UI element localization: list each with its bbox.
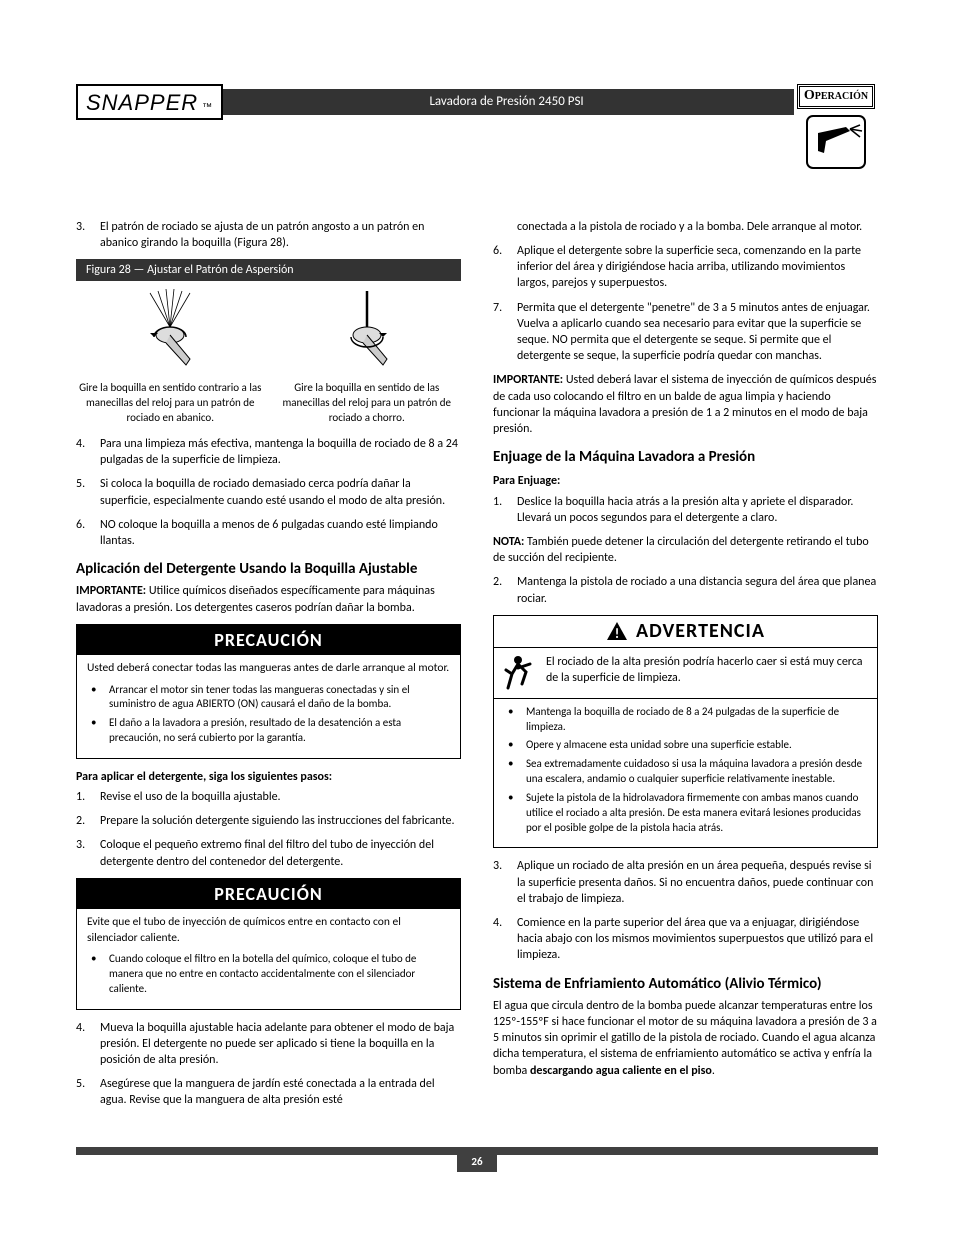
page-number: 26: [457, 1154, 497, 1172]
body-text: Coloque el pequeño extremo final del fil…: [100, 837, 461, 869]
caution-text: Evite que el tubo de inyección de químic…: [87, 915, 450, 946]
body-text: Deslice la boquilla hacia atrás a la pre…: [517, 494, 878, 526]
caution-box: PRECAUCIÓN Usted deberá conectar todas l…: [76, 624, 461, 759]
body-text: IMPORTANTE: Usted deberá lavar el sistem…: [493, 372, 878, 437]
body-text: El patrón de rociado se ajusta de un pat…: [100, 219, 461, 251]
body-text: Si coloca la boquilla de rociado demasia…: [100, 476, 461, 508]
body-text: Revise el uso de la boquilla ajustable.: [100, 789, 461, 805]
body-text: Mueva la boquilla ajustable hacia adelan…: [100, 1020, 461, 1069]
section-heading: Sistema de Enfriamiento Automático (Aliv…: [493, 974, 878, 994]
nozzle-ccw-icon: [130, 289, 210, 375]
warning-bullet: Sea extremadamente cuidadoso si usa la m…: [526, 757, 867, 787]
body-text: Aplique el detergente sobre la superfici…: [517, 243, 878, 292]
page-header: SNAPPER™ Lavadora de Presión 2450 PSI Op…: [76, 84, 878, 169]
warning-triangle-icon: !: [606, 621, 628, 641]
caution-bullet: Arrancar el motor sin tener todas las ma…: [109, 683, 450, 713]
caution-bullet: Cuando coloque el filtro en la botella d…: [109, 952, 450, 997]
header-title: Lavadora de Presión 2450 PSI: [219, 89, 794, 115]
figure-label: Gire la boquilla en sentido contrario a …: [76, 381, 265, 426]
figure-body: Gire la boquilla en sentido contrario a …: [76, 287, 461, 426]
caution-box: PRECAUCIÓN Evite que el tubo de inyecció…: [76, 878, 461, 1010]
body-text: Prepare la solución detergente siguiendo…: [100, 813, 461, 829]
body-text: NO coloque la boquilla a menos de 6 pulg…: [100, 517, 461, 549]
spray-gun-icon: [806, 115, 866, 169]
caution-heading: PRECAUCIÓN: [77, 625, 460, 655]
body-text: Para una limpieza más efectiva, mantenga…: [100, 436, 461, 468]
warning-text: El rociado de la alta presión podría hac…: [546, 654, 867, 694]
warning-bullet: Mantenga la boquilla de rociado de 8 a 2…: [526, 705, 867, 735]
section-heading: Enjuage de la Máquina Lavadora a Presión: [493, 447, 878, 467]
caution-bullet: El daño a la lavadora a presión, resulta…: [109, 716, 450, 746]
figure-label: Gire la boquilla en sentido de las manec…: [273, 381, 462, 426]
page-footer: 26: [76, 1147, 878, 1172]
nozzle-cw-icon: [327, 289, 407, 375]
section-heading: Aplicación del Detergente Usando la Boqu…: [76, 559, 461, 579]
body-text: Asegúrese que la manguera de jardín esté…: [100, 1076, 461, 1108]
warning-box: ! ADVERTENCIA El rociado de la alta pres…: [493, 615, 878, 849]
left-column: 3.El patrón de rociado se ajusta de un p…: [76, 219, 461, 1117]
body-text: Permita que el detergente "penetre" de 3…: [517, 300, 878, 365]
caution-text: Usted deberá conectar todas las manguera…: [87, 661, 450, 677]
svg-text:!: !: [615, 625, 620, 641]
warning-bullet: Opere y almacene esta unidad sobre una s…: [526, 738, 792, 753]
body-text: Comience en la parte superior del área q…: [517, 915, 878, 964]
body-text: Mantenga la pistola de rociado a una dis…: [517, 574, 878, 606]
warning-heading: ADVERTENCIA: [636, 618, 765, 645]
subheading: Para aplicar el detergente, siga los sig…: [76, 769, 461, 785]
body-text: El agua que circula dentro de la bomba p…: [493, 998, 878, 1079]
caution-heading: PRECAUCIÓN: [77, 879, 460, 909]
figure-caption: Figura 28 — Ajustar el Patrón de Aspersi…: [76, 259, 461, 281]
right-column: conectada a la pistola de rociado y a la…: [493, 219, 878, 1117]
subheading: Para Enjuage:: [493, 473, 878, 489]
body-text: NOTA: También puede detener la circulaci…: [493, 534, 878, 566]
body-text: Aplique un rociado de alta presión en un…: [517, 858, 878, 907]
warning-bullet: Sujete la pistola de la hidrolavadora fi…: [526, 791, 867, 836]
body-text: IMPORTANTE: Utilice químicos diseñados e…: [76, 583, 461, 615]
brand-logo: SNAPPER™: [76, 84, 223, 120]
slip-hazard-icon: [504, 654, 536, 694]
body-text: conectada a la pistola de rociado y a la…: [517, 219, 878, 235]
section-badge: Operación: [797, 84, 875, 109]
